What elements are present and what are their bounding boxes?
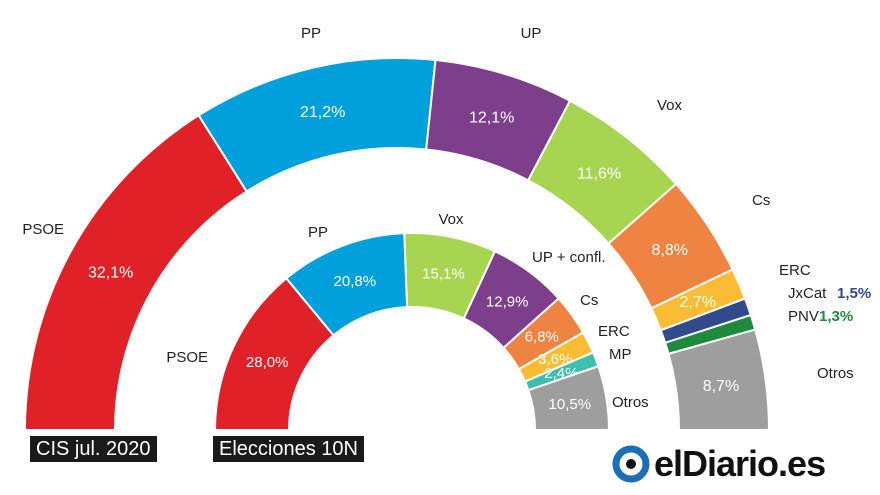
party-label-up-confl: UP + confl.	[532, 249, 606, 266]
party-label-otros: Otros	[612, 394, 649, 411]
party-label-mp: MP	[609, 346, 632, 363]
eldiario-logo-icon	[612, 445, 650, 483]
outer-arc-chart: 32,1% PSOE 21,2% PP 12,1% UP 11,6% Vox 8,8% Cs 2,7…	[22, 25, 871, 431]
arc-segment-otros	[667, 328, 771, 431]
party-label-psoe: PSOE	[166, 349, 208, 366]
inner-arc-chart: 28,0% PSOE 20,8% PP 15,1% Vox 12,9% UP + confl.…	[166, 211, 649, 431]
value-label-cs: 6,8%	[525, 329, 559, 346]
brand-logo: elDiario.es	[612, 442, 826, 486]
value-label-jxcat: 1,5%	[837, 285, 871, 302]
outer-chart-caption: CIS jul. 2020	[30, 436, 157, 462]
value-label-erc: 3,6%	[538, 351, 572, 368]
party-label-pp: PP	[301, 25, 321, 42]
party-label-vox: Vox	[657, 97, 683, 114]
value-label-otros: 8,7%	[703, 378, 739, 395]
party-label-pnv: PNV	[788, 308, 819, 325]
value-label-pnv: 1,3%	[819, 308, 853, 325]
inner-chart-caption: Elecciones 10N	[213, 436, 364, 462]
value-label-otros: 10,5%	[549, 396, 592, 413]
party-label-pp: PP	[308, 224, 328, 241]
arc-segment-pp	[197, 57, 437, 193]
party-label-vox: Vox	[438, 211, 464, 228]
value-label-up: 12,1%	[469, 110, 514, 127]
value-label-cs: 8,8%	[652, 242, 688, 259]
value-label-pp: 20,8%	[334, 273, 377, 290]
brand-name: elDiario.es	[654, 443, 826, 484]
party-label-cs: Cs	[752, 192, 770, 209]
arc-segment-otros	[527, 364, 611, 431]
party-label-jxcat: JxCat	[788, 285, 827, 302]
value-label-vox: 15,1%	[422, 265, 465, 282]
party-label-erc: ERC	[598, 323, 630, 340]
value-label-pp: 21,2%	[300, 104, 345, 121]
party-label-otros: Otros	[817, 365, 854, 382]
value-label-up-confl: 12,9%	[486, 294, 529, 311]
party-label-psoe: PSOE	[22, 221, 64, 238]
arc-segment-psoe	[23, 113, 249, 431]
party-label-up: UP	[521, 25, 542, 42]
value-label-vox: 11,6%	[577, 165, 621, 182]
party-label-cs: Cs	[580, 292, 598, 309]
value-label-psoe: 28,0%	[246, 354, 289, 371]
party-label-erc: ERC	[779, 262, 811, 279]
value-label-psoe: 32,1%	[88, 265, 133, 282]
value-label-erc: 2,7%	[679, 294, 715, 311]
